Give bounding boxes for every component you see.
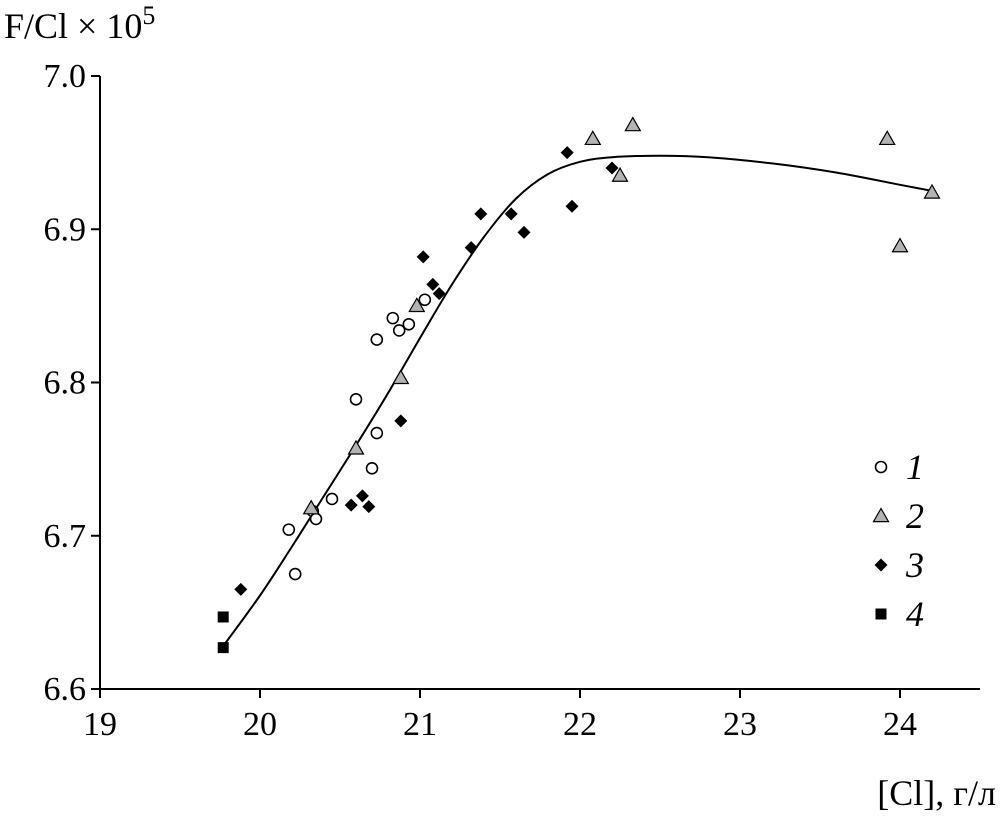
- series-2-point: [923, 183, 941, 199]
- series-3-point: [394, 414, 408, 428]
- series-3-point: [344, 498, 358, 512]
- x-axis-ticks: 19 20 21 22 23 24: [83, 689, 917, 743]
- series-2-point: [584, 130, 602, 146]
- y-axis-title-text: F/Cl × 10: [4, 6, 142, 46]
- legend-marker-3: [874, 558, 888, 572]
- series-3-point: [234, 582, 248, 596]
- y-tick-label: 7.0: [44, 58, 87, 95]
- series-2-point: [624, 116, 642, 132]
- series-1-point: [370, 333, 384, 346]
- y-tick-label: 6.7: [44, 518, 87, 555]
- y-axis-title-superscript: 5: [142, 1, 155, 30]
- series-1-point: [392, 324, 406, 337]
- x-tick-label: 20: [243, 706, 277, 743]
- series-3-point: [517, 225, 531, 239]
- series-3-point: [464, 241, 478, 255]
- y-axis-ticks: 6.6 6.7 6.8 6.9 7.0: [44, 58, 100, 708]
- series-1-point: [282, 523, 296, 536]
- series-1-point: [365, 462, 379, 475]
- x-tick-label: 24: [883, 706, 917, 743]
- series-3-point: [560, 146, 574, 160]
- y-axis-title: F/Cl × 105: [4, 1, 155, 46]
- series-3-point: [362, 500, 376, 514]
- legend-label-1: 1: [906, 447, 924, 487]
- series-3-point: [474, 207, 488, 221]
- legend: 1 2 3 4: [872, 447, 924, 634]
- series-1-point: [349, 393, 363, 406]
- series-1-point: [309, 512, 323, 526]
- x-axis-title: [Cl], г/л: [877, 773, 996, 813]
- data-points: [217, 116, 941, 654]
- legend-label-4: 4: [906, 594, 924, 634]
- series-3-point: [426, 277, 440, 291]
- series-1-point: [402, 317, 416, 331]
- x-tick-label: 19: [83, 706, 117, 743]
- series-2-point: [878, 130, 896, 146]
- x-tick-label: 23: [723, 706, 757, 743]
- y-tick-label: 6.9: [44, 211, 87, 248]
- svg-text:F/Cl × 105: F/Cl × 105: [4, 1, 155, 46]
- x-tick-label: 21: [403, 706, 437, 743]
- legend-label-2: 2: [906, 496, 924, 536]
- series-3-point: [605, 161, 619, 175]
- legend-marker-4: [875, 608, 887, 620]
- series-2-point: [347, 439, 365, 455]
- series-1-point: [370, 426, 384, 440]
- series-2-point: [392, 369, 410, 385]
- series-4-point: [217, 611, 229, 623]
- legend-marker-1: [874, 460, 888, 474]
- series-2-point: [302, 499, 320, 515]
- y-tick-label: 6.8: [44, 365, 87, 402]
- series-1-point: [288, 567, 302, 581]
- trend-line: [222, 154, 933, 647]
- series-2-point: [891, 237, 909, 253]
- y-tick-label: 6.6: [44, 671, 87, 708]
- series-2-point: [611, 166, 629, 182]
- series-3-point: [416, 250, 430, 264]
- legend-label-3: 3: [905, 545, 924, 585]
- series-3-point: [432, 287, 446, 301]
- series-3-point: [504, 207, 518, 221]
- series-3-point: [565, 199, 579, 213]
- legend-marker-2: [872, 507, 890, 523]
- series-1-point: [325, 492, 339, 506]
- series-1-point: [418, 293, 432, 307]
- series-3-point: [355, 489, 369, 503]
- series-4-point: [217, 642, 229, 654]
- x-tick-label: 22: [563, 706, 597, 743]
- series-1-point: [386, 311, 400, 325]
- series-2-point: [408, 297, 426, 313]
